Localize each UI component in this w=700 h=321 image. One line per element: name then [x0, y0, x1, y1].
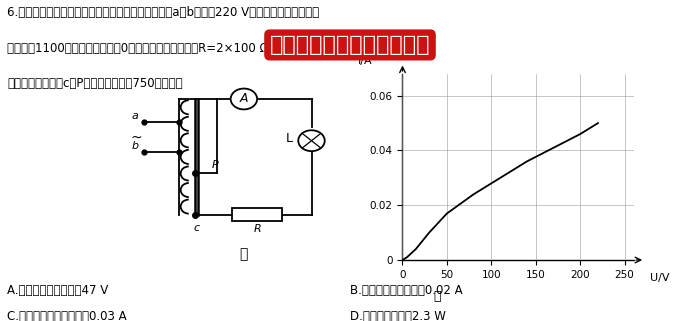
Text: C.通过电流表的示数约为0.03 A: C.通过电流表的示数约为0.03 A — [7, 310, 127, 321]
Circle shape — [298, 130, 325, 151]
Text: 线如图乙所示。当c、P之间线圈匝数为750匝时，则: 线如图乙所示。当c、P之间线圈匝数为750匝时，则 — [7, 77, 183, 90]
Text: ~: ~ — [131, 130, 142, 144]
Circle shape — [231, 89, 257, 109]
Text: c: c — [194, 223, 200, 233]
Text: A: A — [239, 92, 248, 106]
Text: I/A: I/A — [358, 56, 373, 66]
Text: D.灯泡的功率约为2.3 W: D.灯泡的功率约为2.3 W — [350, 310, 446, 321]
Text: 甲: 甲 — [239, 247, 248, 261]
Text: P: P — [211, 160, 218, 170]
Text: a: a — [132, 111, 139, 121]
Text: B.通过电阻的电流约为0.02 A: B.通过电阻的电流约为0.02 A — [350, 284, 463, 297]
Bar — [232, 208, 282, 221]
Text: L: L — [286, 132, 293, 145]
Text: b: b — [132, 141, 139, 151]
Text: R: R — [253, 224, 261, 234]
Text: U/V: U/V — [650, 273, 669, 283]
Text: 总匝数为1100匝，交流电流表⑁0为理想电表，定值电阻R=2×100 Ω，灯泡L的伏安特性曲: 总匝数为1100匝，交流电流表⑁0为理想电表，定值电阻R=2×100 Ω，灯泡L… — [7, 42, 338, 55]
Text: 微信公众号关注：趣找答案: 微信公众号关注：趣找答案 — [270, 35, 430, 55]
Text: A.灯泡两端的电压约为47 V: A.灯泡两端的电压约为47 V — [7, 284, 108, 297]
Text: 6.图甲是一种家用台灯的原理图。理想自耦变压器的a、b间接入220 V的交流电，变压器线圈: 6.图甲是一种家用台灯的原理图。理想自耦变压器的a、b间接入220 V的交流电，… — [7, 6, 319, 19]
Text: 乙: 乙 — [433, 290, 441, 303]
